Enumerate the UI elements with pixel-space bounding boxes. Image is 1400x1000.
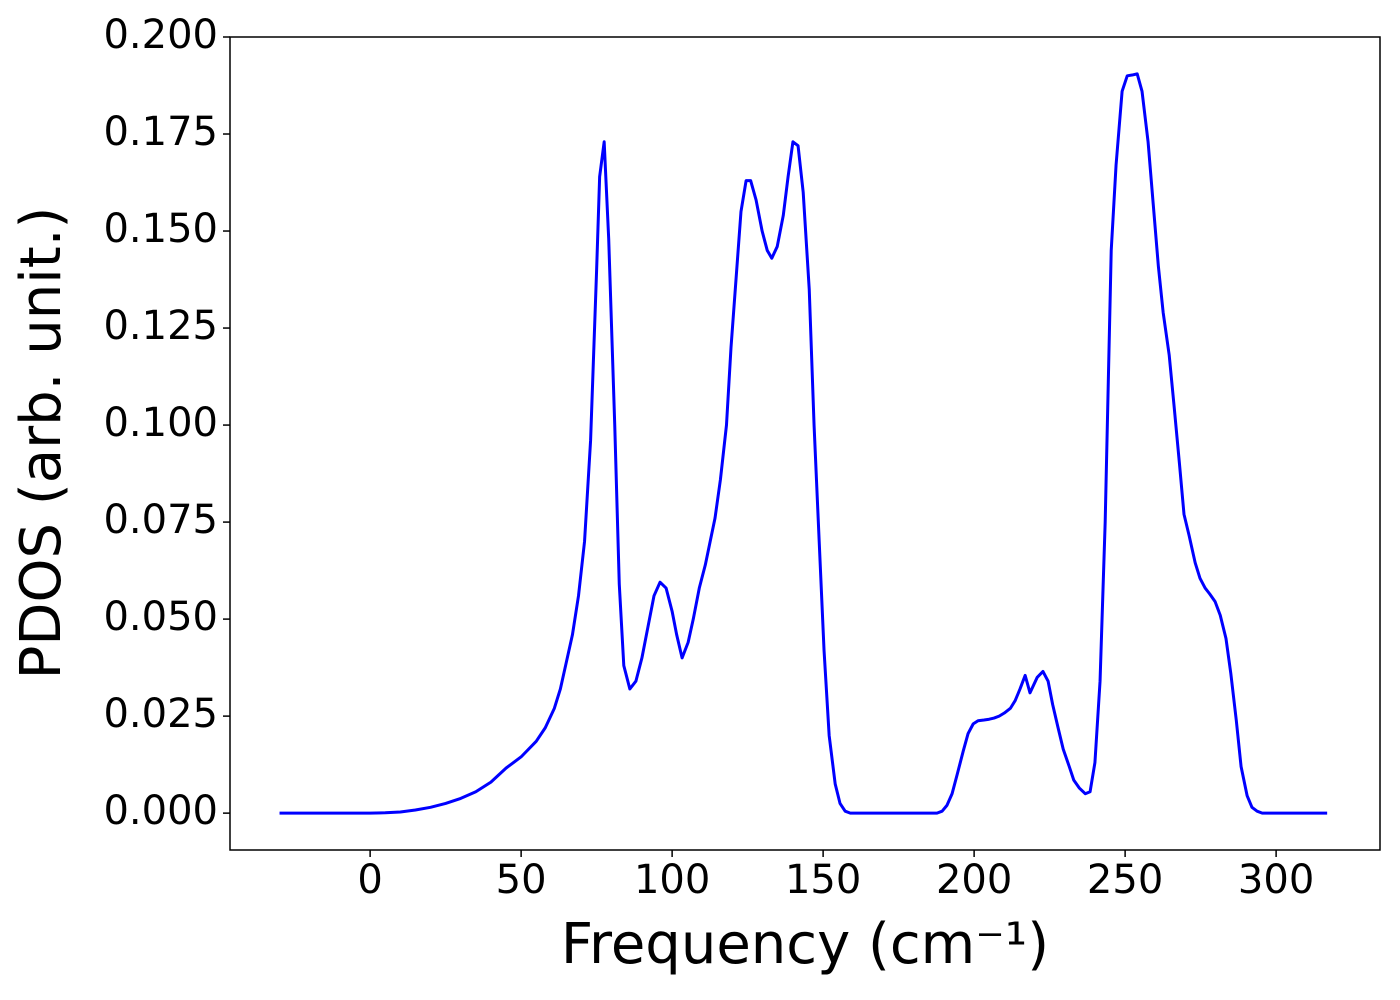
y-axis-label: PDOS (arb. unit.) <box>9 207 74 680</box>
y-tick-label: 0.200 <box>103 12 218 58</box>
x-tick-label: 300 <box>1238 857 1314 903</box>
y-tick-label: 0.000 <box>103 788 218 834</box>
x-tick-label: 100 <box>634 857 710 903</box>
x-tick-label: 200 <box>936 857 1012 903</box>
x-tick-label: 150 <box>785 857 861 903</box>
pdos-line <box>279 72 1328 815</box>
y-tick-label: 0.050 <box>103 594 218 640</box>
y-tick-label: 0.175 <box>103 109 218 155</box>
y-tick-label: 0.125 <box>103 303 218 349</box>
y-tick-label: 0.025 <box>103 691 218 737</box>
plot-frame <box>229 36 1381 851</box>
x-tick-label: 0 <box>357 857 382 903</box>
x-axis-label: Frequency (cm⁻¹) <box>561 912 1049 977</box>
y-tick-label: 0.075 <box>103 497 218 543</box>
y-tick-label: 0.100 <box>103 400 218 446</box>
x-tick-label: 50 <box>496 857 547 903</box>
x-tick-label: 250 <box>1087 857 1163 903</box>
y-tick-label: 0.150 <box>103 206 218 252</box>
